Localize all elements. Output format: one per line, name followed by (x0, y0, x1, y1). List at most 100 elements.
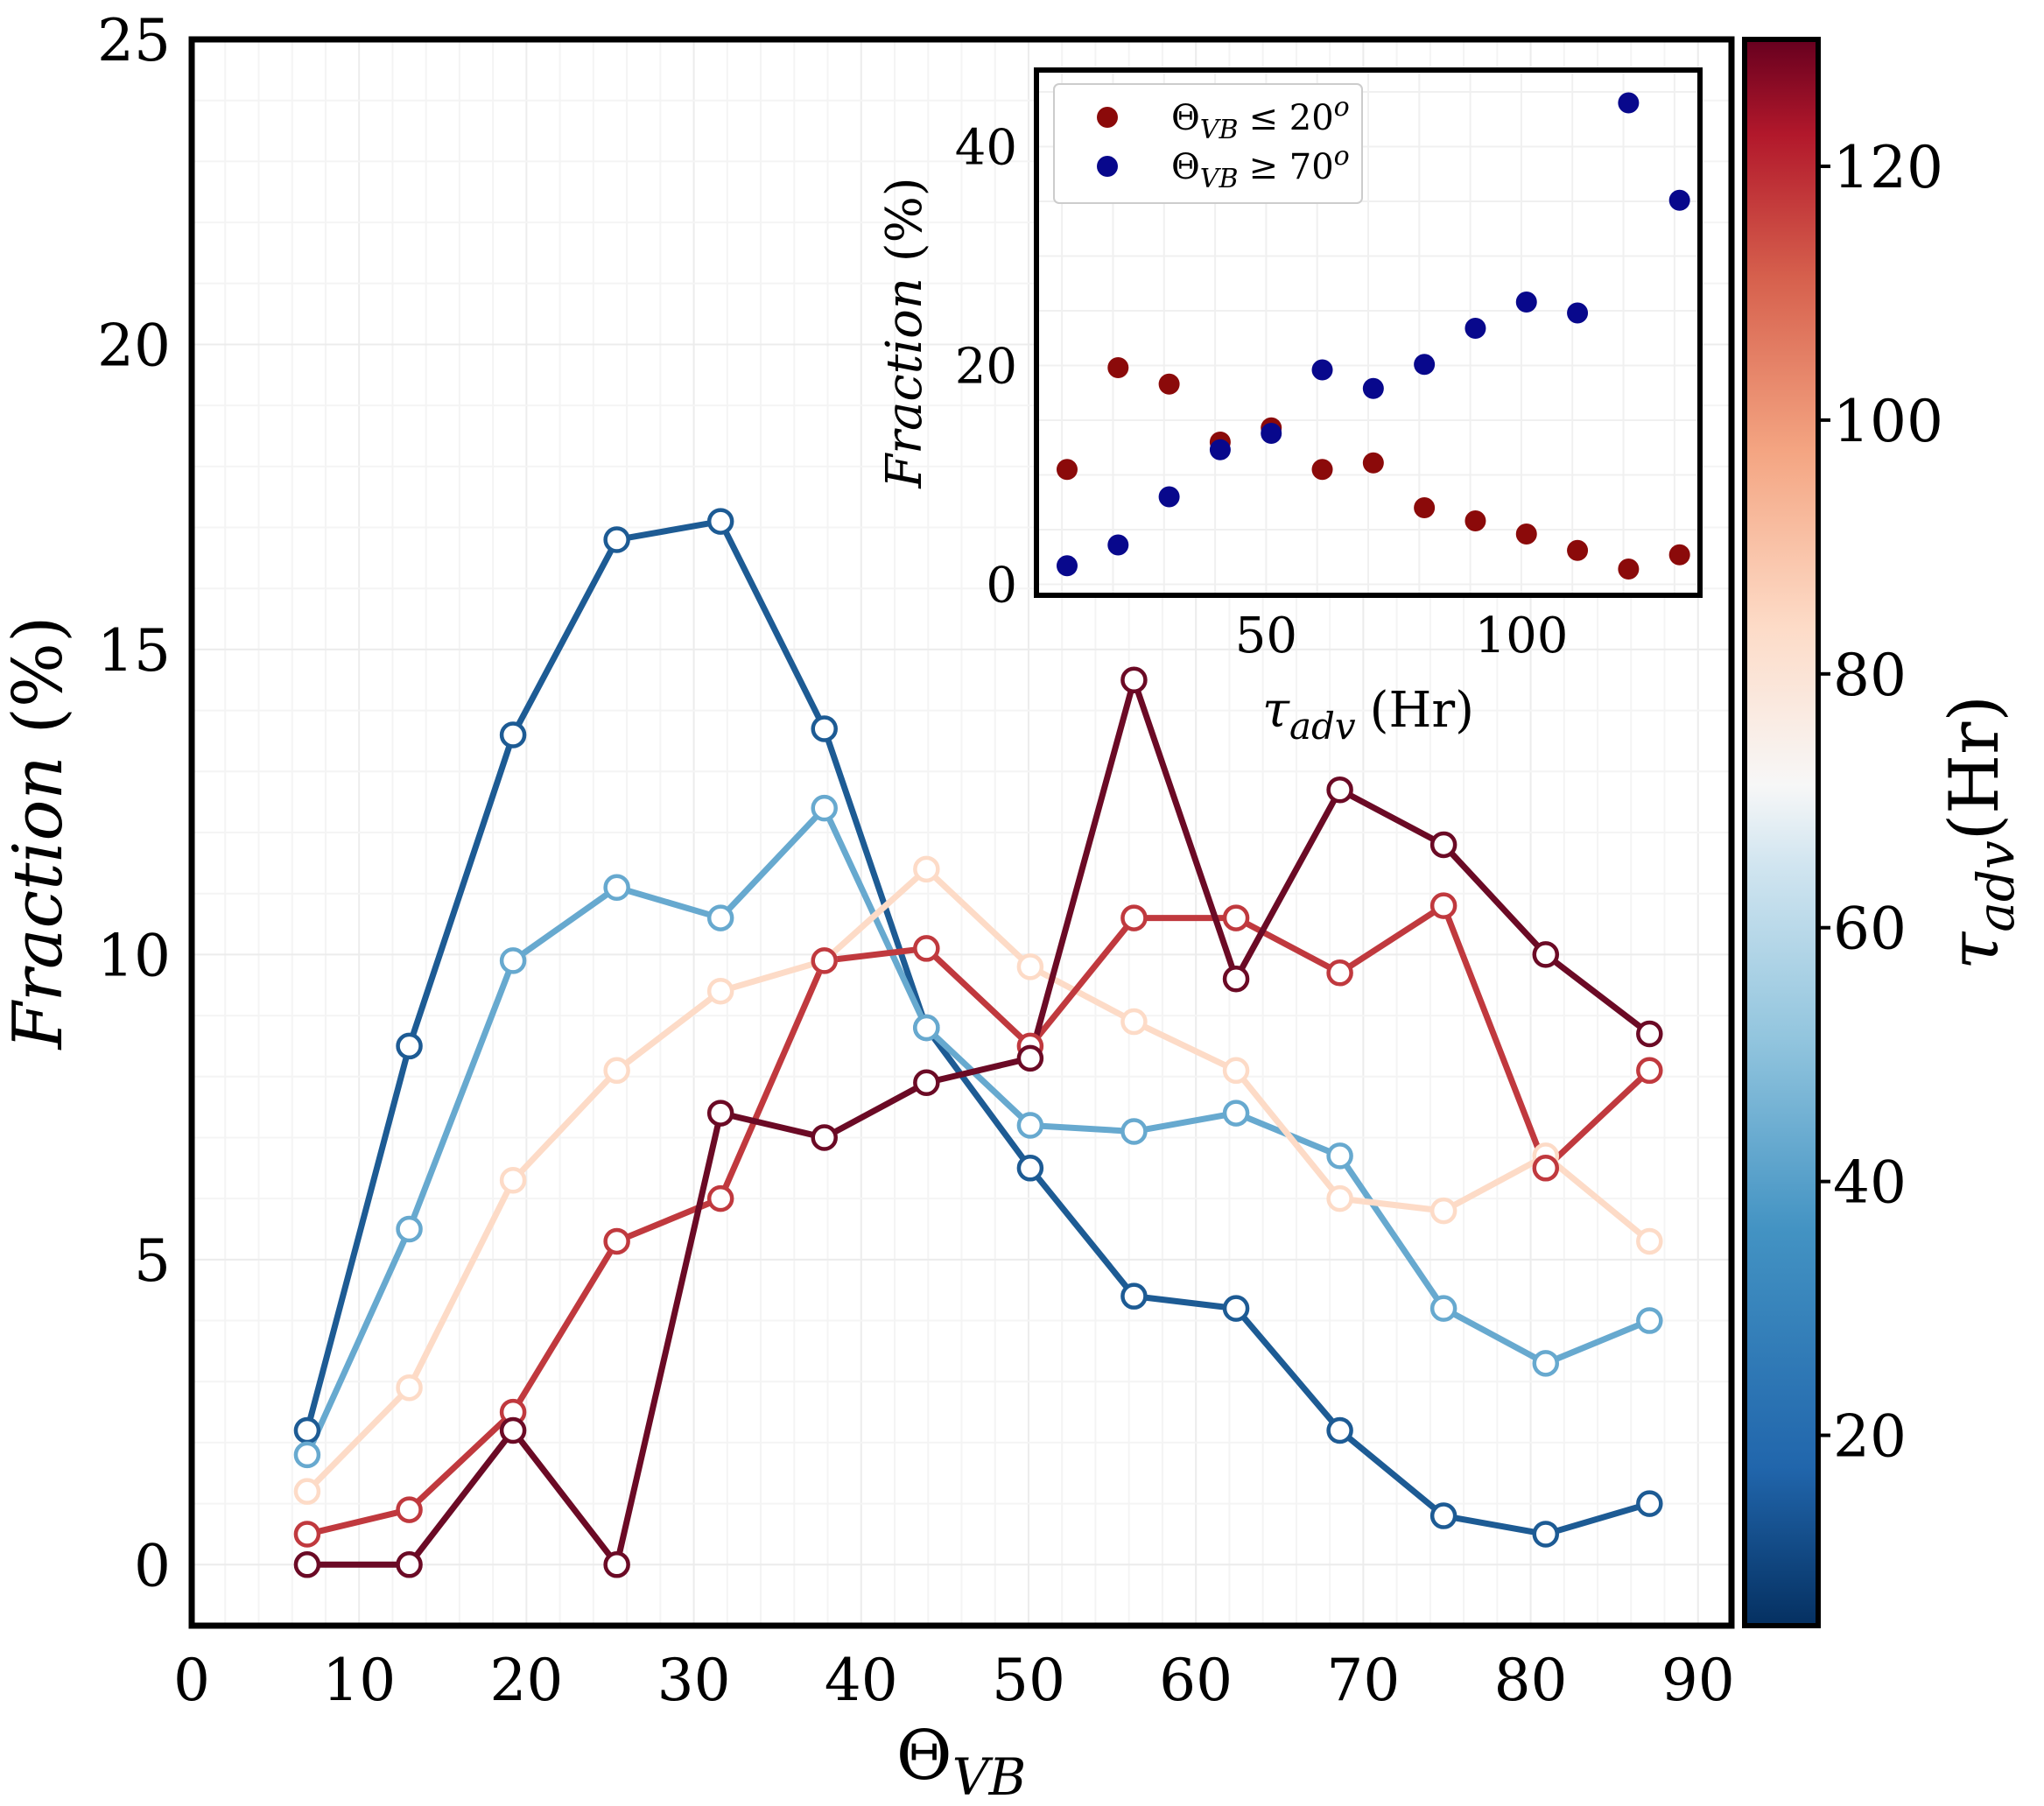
inset-scatter-point (1261, 423, 1282, 444)
main-series-marker (1429, 1502, 1457, 1529)
colorbar: 20 40 60 80 100 120 τadv(Hr) (1742, 37, 2026, 1628)
legend-item-low-angle: ΘVB ≤ 20o (1097, 92, 1350, 145)
inset-x-tick-label: 50 (1235, 608, 1297, 664)
inset-legend: ΘVB ≤ 20o ΘVB ≥ 70o (1053, 83, 1363, 204)
main-x-ticks: 0 10 20 30 40 50 60 70 80 90 (173, 1647, 1735, 1714)
inset-scatter-point (1107, 357, 1129, 378)
inset-y-axis-label: Fraction (%) (876, 177, 933, 488)
main-series-marker (913, 1069, 940, 1096)
main-series-line (306, 677, 1652, 1568)
inset-y-axis-label-unit: (%) (876, 177, 933, 262)
main-y-tick-label: 0 (134, 1532, 171, 1599)
main-x-tick-label: 20 (489, 1647, 563, 1714)
inset-x-ticks: 50 100 (1235, 608, 1569, 664)
main-series-marker (1326, 1184, 1353, 1212)
main-series-line (304, 805, 1651, 1457)
inset-scatter-point (1311, 459, 1333, 481)
legend-label-low-angle: ΘVB ≤ 20o (1171, 92, 1350, 145)
main-series-marker (1120, 666, 1148, 694)
main-series-marker (1120, 1008, 1148, 1036)
inset-scatter-point (1158, 373, 1180, 395)
inset-scatter-point (1311, 359, 1333, 381)
colorbar-tick-label: 40 (1833, 1149, 1907, 1217)
main-series-marker (706, 1100, 734, 1127)
inset-scatter-point (1618, 559, 1640, 580)
inset-x-axis-label-main: τ (1262, 682, 1290, 739)
main-series-line (306, 903, 1652, 1537)
colorbar-label-sub: adv (1966, 840, 2026, 932)
main-series-marker (1429, 1295, 1457, 1322)
colorbar-tick-label: 60 (1833, 896, 1907, 963)
main-series-marker (1429, 892, 1457, 919)
main-y-tick-label: 25 (97, 7, 171, 74)
inset-scatter-point (1567, 539, 1589, 561)
main-series-marker (293, 1441, 321, 1469)
colorbar-tick-label: 20 (1833, 1403, 1907, 1471)
main-series-marker (706, 904, 734, 931)
legend-label-low-angle-main: Θ (1171, 98, 1200, 138)
inset-x-axis-label: τadv (Hr) (1262, 682, 1474, 748)
main-series-line (304, 518, 1651, 1537)
main-series-marker (396, 1496, 423, 1523)
legend-label-low-angle-rest: ≤ 20 (1249, 98, 1334, 138)
main-plot-frame (188, 36, 1735, 1629)
main-series-marker (1326, 1416, 1353, 1444)
legend-label-high-angle: ΘVB ≥ 70o (1171, 141, 1350, 194)
legend-item-high-angle: ΘVB ≥ 70o (1097, 141, 1350, 194)
main-series-marker (811, 794, 838, 822)
main-series-marker (1532, 1155, 1560, 1182)
main-series-marker (1222, 966, 1250, 993)
main-x-tick-label: 60 (1159, 1647, 1233, 1714)
main-series-marker (1636, 1227, 1663, 1255)
legend-marker-high-angle (1097, 156, 1118, 177)
main-series-marker (1532, 1521, 1560, 1548)
main-series-marker (811, 715, 838, 742)
legend-label-high-angle-sup: o (1334, 141, 1350, 172)
main-series-marker (706, 977, 734, 1005)
legend-label-high-angle-sub: VB (1200, 164, 1239, 194)
main-x-tick-label: 0 (173, 1647, 210, 1714)
main-x-axis-label-sub: VB (952, 1747, 1027, 1806)
inset-scatter-point (1668, 544, 1690, 566)
legend-label-high-angle-rest: ≥ 70 (1249, 147, 1334, 187)
main-series-marker (1120, 1118, 1148, 1145)
main-series-marker (1120, 1282, 1148, 1310)
main-series-marker (1636, 1307, 1663, 1334)
main-series-marker (396, 1374, 423, 1402)
main-series-marker (293, 1416, 321, 1444)
main-y-ticks: 0 5 10 15 20 25 (97, 7, 171, 1599)
inset-scatter-point (1056, 459, 1078, 481)
legend-label-low-angle-sup: o (1334, 92, 1350, 123)
main-x-tick-label: 40 (825, 1647, 898, 1714)
main-series-marker (1222, 1295, 1250, 1322)
main-y-axis-label-main: Fraction (0, 755, 78, 1051)
main-y-tick-label: 20 (97, 312, 171, 379)
main-series-marker (396, 1215, 423, 1243)
inset-scatter-point (1414, 497, 1436, 518)
inset-y-tick-label: 40 (955, 120, 1017, 177)
inset-plot: 50 100 0 20 40 τadv (Hr) Fraction (%) ΘVB ≤ 2… (876, 67, 1703, 748)
colorbar-tick-label: 80 (1833, 642, 1907, 709)
inset-scatter-point (1362, 377, 1384, 399)
main-series-marker (603, 1057, 630, 1085)
main-series (293, 508, 1663, 1578)
main-series-marker (1532, 941, 1560, 968)
main-series-marker (603, 526, 630, 553)
main-series-marker (1016, 953, 1044, 980)
inset-scatter-point (1515, 524, 1537, 545)
colorbar-gradient (1742, 37, 1821, 1628)
main-series-marker (1326, 959, 1353, 987)
main-y-axis-label: Fraction (%) (0, 616, 78, 1051)
main-series-marker (1636, 1020, 1663, 1048)
inset-scatter-point (1515, 292, 1537, 313)
main-series-marker (1222, 1057, 1250, 1085)
colorbar-tick-label: 100 (1833, 388, 1943, 455)
main-series-marker (811, 1124, 838, 1151)
inset-y-ticks: 0 20 40 (955, 120, 1017, 615)
main-series-marker (603, 1551, 630, 1578)
legend-label-low-angle-sub: VB (1200, 115, 1239, 145)
main-series-marker (293, 1478, 321, 1505)
main-x-tick-label: 70 (1326, 1647, 1400, 1714)
main-series-marker (1532, 1350, 1560, 1377)
inset-y-axis-label-main: Fraction (876, 278, 933, 489)
